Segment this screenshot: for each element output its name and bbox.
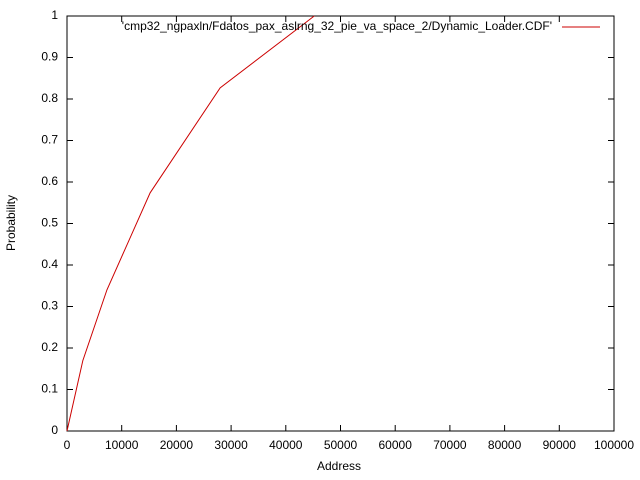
y-tick-label: 1: [51, 8, 58, 22]
y-tick-label: 0.5: [41, 216, 58, 230]
y-tick-label: 0.1: [41, 382, 58, 396]
data-line: [66, 15, 315, 432]
y-tick-label: 0.6: [41, 174, 58, 188]
y-tick-label: 0.8: [41, 91, 58, 105]
y-axis-label: Probability: [4, 195, 18, 251]
x-tick-label: 50000: [324, 438, 358, 452]
x-tick-label: 80000: [488, 438, 522, 452]
x-tick-label: 10000: [105, 438, 139, 452]
y-tick-label: 0.7: [41, 133, 58, 147]
y-tick-label: 0.2: [41, 340, 58, 354]
x-axis-label: Address: [317, 459, 361, 473]
y-tick-label: 0: [51, 423, 58, 437]
x-tick-label: 20000: [160, 438, 194, 452]
legend-label: 'cmp32_ngpaxln/Fdatos_pax_aslrng_32_pie_…: [122, 19, 552, 33]
x-tick-label: 100000: [594, 438, 634, 452]
y-tick-label: 0.9: [41, 50, 58, 64]
x-tick-label: 0: [64, 438, 71, 452]
x-tick-label: 70000: [433, 438, 467, 452]
x-tick-label: 40000: [269, 438, 303, 452]
plot-frame: [66, 15, 615, 432]
x-tick-label: 30000: [214, 438, 248, 452]
y-tick-label: 0.3: [41, 299, 58, 313]
x-tick-label: 90000: [543, 438, 577, 452]
y-tick-label: 0.4: [41, 257, 58, 271]
x-tick-label: 60000: [379, 438, 413, 452]
